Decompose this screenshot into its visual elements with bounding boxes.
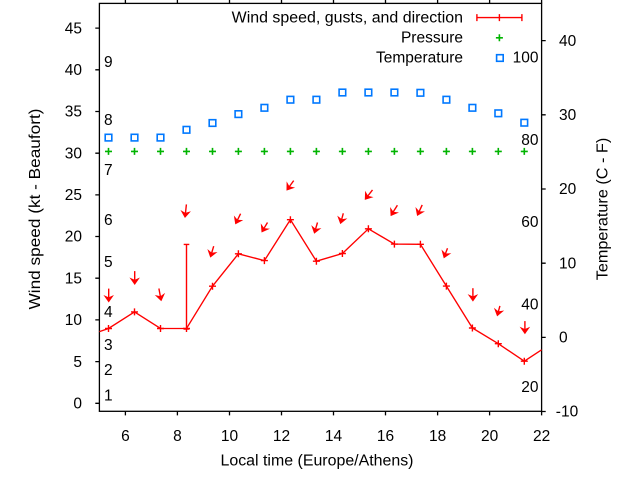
svg-text:3: 3	[104, 337, 113, 354]
svg-text:35: 35	[65, 104, 82, 121]
svg-text:22: 22	[533, 428, 550, 445]
svg-text:-10: -10	[556, 404, 579, 421]
svg-text:60: 60	[521, 214, 539, 231]
svg-text:6: 6	[121, 428, 130, 445]
svg-text:Local time (Europe/Athens): Local time (Europe/Athens)	[221, 452, 414, 469]
svg-text:80: 80	[521, 132, 539, 149]
svg-text:40: 40	[65, 62, 83, 79]
svg-text:Wind speed (kt - Beaufort): Wind speed (kt - Beaufort)	[27, 108, 44, 309]
svg-text:7: 7	[104, 162, 113, 179]
svg-text:12: 12	[273, 428, 290, 445]
svg-text:5: 5	[104, 254, 113, 271]
svg-text:9: 9	[104, 54, 113, 71]
svg-text:6: 6	[104, 212, 113, 229]
svg-text:25: 25	[65, 187, 82, 204]
svg-text:8: 8	[104, 112, 113, 129]
svg-text:Temperature (C - F): Temperature (C - F)	[595, 138, 612, 281]
svg-text:20: 20	[65, 229, 83, 246]
svg-text:20: 20	[481, 428, 499, 445]
svg-text:Temperature: Temperature	[376, 50, 463, 67]
svg-text:Pressure: Pressure	[401, 30, 463, 47]
svg-text:14: 14	[325, 428, 343, 445]
svg-text:4: 4	[104, 304, 113, 321]
svg-text:30: 30	[65, 145, 83, 162]
svg-text:20: 20	[559, 181, 577, 198]
svg-text:10: 10	[559, 255, 577, 272]
svg-text:1: 1	[104, 387, 113, 404]
svg-text:15: 15	[65, 270, 82, 287]
svg-text:Wind speed, gusts, and directi: Wind speed, gusts, and direction	[232, 9, 463, 26]
svg-text:45: 45	[65, 20, 82, 37]
svg-text:0: 0	[559, 330, 568, 347]
svg-text:8: 8	[173, 428, 182, 445]
svg-text:20: 20	[521, 379, 539, 396]
svg-text:0: 0	[73, 396, 82, 413]
svg-text:100: 100	[513, 49, 539, 66]
svg-text:10: 10	[221, 428, 239, 445]
svg-text:2: 2	[104, 362, 113, 379]
svg-text:10: 10	[65, 312, 83, 329]
svg-text:40: 40	[559, 33, 577, 50]
svg-text:30: 30	[559, 107, 577, 124]
svg-text:40: 40	[521, 297, 539, 314]
svg-text:5: 5	[73, 354, 82, 371]
svg-text:16: 16	[377, 428, 394, 445]
svg-text:18: 18	[429, 428, 446, 445]
